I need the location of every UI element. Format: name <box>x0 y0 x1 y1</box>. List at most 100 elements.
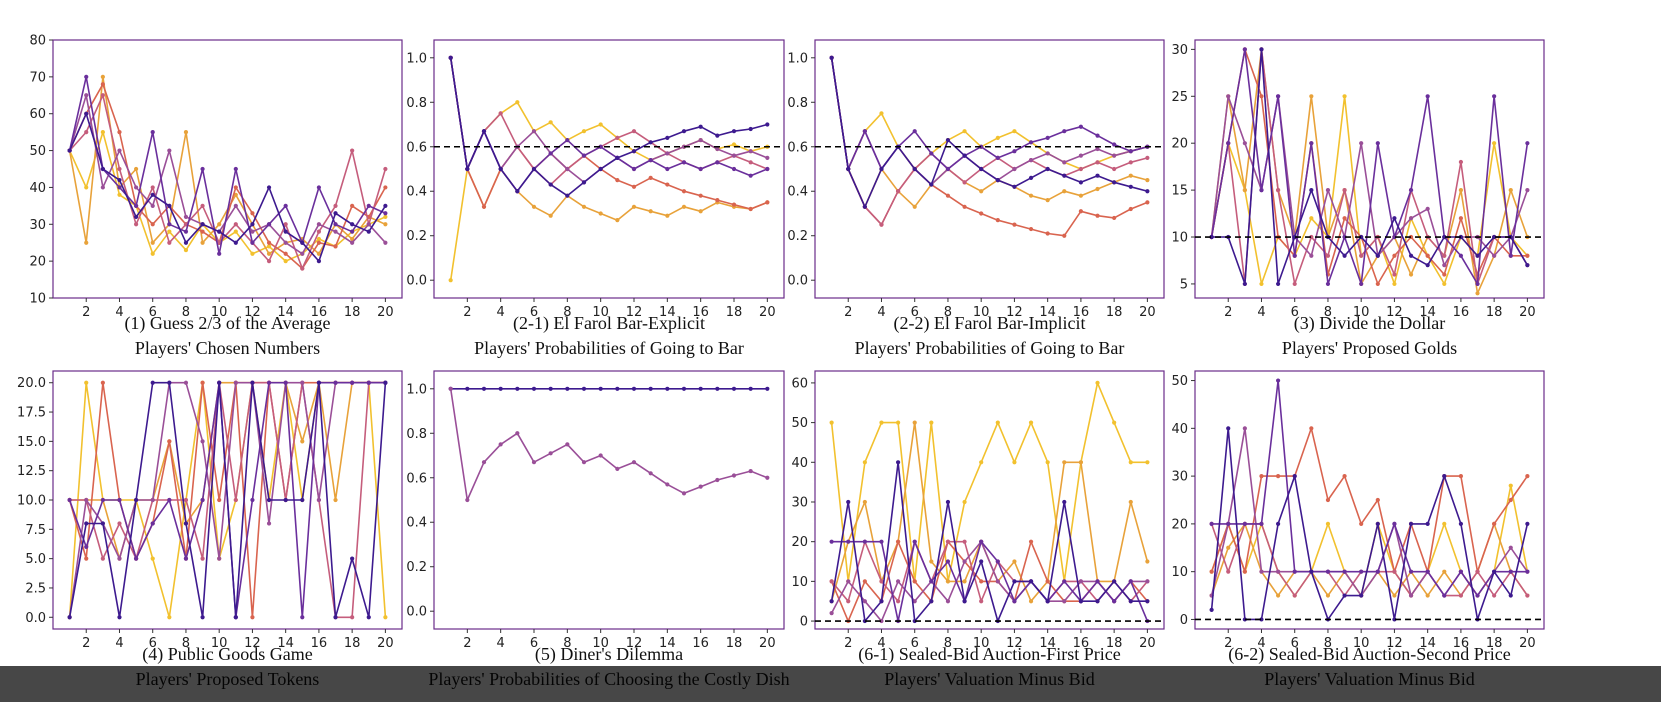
data-point <box>631 184 637 189</box>
data-point <box>1012 460 1017 465</box>
series-line <box>68 94 386 255</box>
data-point <box>715 133 720 138</box>
data-point <box>1259 474 1264 479</box>
series-line <box>830 382 1148 583</box>
data-point <box>100 74 105 79</box>
series-line <box>68 381 386 618</box>
series-line <box>1210 48 1529 285</box>
data-point <box>1275 593 1281 598</box>
chart-title: (5) Diner's Dilemma <box>535 644 683 665</box>
data-point <box>465 386 470 391</box>
data-point <box>133 203 139 208</box>
data-point <box>167 439 172 444</box>
x-tick-label: 10 <box>592 636 609 651</box>
data-point <box>233 615 238 620</box>
data-point <box>929 420 934 425</box>
data-point <box>250 229 255 234</box>
data-point <box>698 484 703 489</box>
data-point <box>250 240 255 245</box>
data-point <box>1145 189 1150 194</box>
data-point <box>1525 521 1530 526</box>
data-point <box>217 497 222 503</box>
data-point <box>962 579 967 584</box>
data-point <box>1275 94 1281 99</box>
data-point <box>862 579 867 584</box>
data-point <box>1342 474 1347 479</box>
data-point <box>879 111 884 116</box>
data-point <box>1028 420 1034 425</box>
data-point <box>1525 253 1530 258</box>
data-point <box>117 615 122 620</box>
data-point <box>631 166 637 172</box>
data-point <box>1425 263 1430 268</box>
y-tick-label: 60 <box>791 376 808 391</box>
data-point <box>1442 569 1447 574</box>
x-tick-label: 2 <box>844 305 852 320</box>
data-point <box>715 146 720 152</box>
data-point <box>1226 94 1231 99</box>
data-point <box>100 556 105 561</box>
data-point <box>383 240 388 245</box>
x-tick-label: 2 <box>82 636 90 651</box>
series-run7 <box>67 111 388 264</box>
data-point <box>183 497 189 503</box>
data-point <box>366 222 371 227</box>
data-point <box>481 460 487 465</box>
data-point <box>665 151 670 156</box>
x-tick-label: 4 <box>1257 305 1265 320</box>
y-tick-label: 20 <box>1171 517 1188 532</box>
data-point <box>862 204 867 209</box>
data-point <box>615 218 620 223</box>
x-tick-label: 20 <box>1139 636 1156 651</box>
data-point <box>698 124 703 129</box>
data-point <box>67 497 72 503</box>
data-point <box>1095 133 1100 138</box>
data-point <box>962 129 967 134</box>
data-point <box>1375 497 1380 503</box>
data-point <box>995 155 1000 160</box>
data-point <box>481 129 487 134</box>
data-point <box>879 420 884 425</box>
data-point <box>1408 188 1414 193</box>
data-point <box>350 148 355 153</box>
data-point <box>1028 539 1034 544</box>
data-point <box>233 203 238 208</box>
series-run6 <box>448 55 770 194</box>
x-tick-label: 10 <box>973 305 990 320</box>
data-point <box>765 386 770 391</box>
data-point <box>133 214 139 220</box>
x-tick-label: 10 <box>1353 636 1370 651</box>
data-point <box>698 166 703 172</box>
data-point <box>117 166 122 172</box>
y-tick-label: 0.4 <box>787 185 808 200</box>
data-point <box>1425 521 1430 526</box>
data-point <box>945 579 951 584</box>
data-point <box>565 386 570 391</box>
data-point <box>895 460 901 465</box>
data-point <box>1275 521 1281 526</box>
series-line <box>68 83 387 270</box>
data-point <box>1309 141 1314 146</box>
x-tick-label: 20 <box>759 636 776 651</box>
data-point <box>681 491 687 496</box>
series-line <box>1211 48 1529 285</box>
data-point <box>333 380 338 385</box>
x-tick-label: 10 <box>211 636 228 651</box>
data-point <box>1408 272 1414 277</box>
y-tick-label: 0.0 <box>787 274 808 289</box>
x-tick-label: 6 <box>911 636 919 651</box>
data-point <box>648 209 653 214</box>
series-line <box>449 57 768 221</box>
data-point <box>283 251 288 256</box>
data-point <box>84 74 89 79</box>
data-point <box>945 559 951 564</box>
data-point <box>1359 281 1364 287</box>
data-point <box>1012 129 1017 134</box>
data-point <box>1095 186 1100 192</box>
y-tick-label: 0.4 <box>406 185 427 200</box>
x-tick-label: 12 <box>1386 305 1403 320</box>
series-line <box>830 57 1148 208</box>
x-tick-label: 8 <box>944 636 952 651</box>
data-point <box>183 380 189 385</box>
